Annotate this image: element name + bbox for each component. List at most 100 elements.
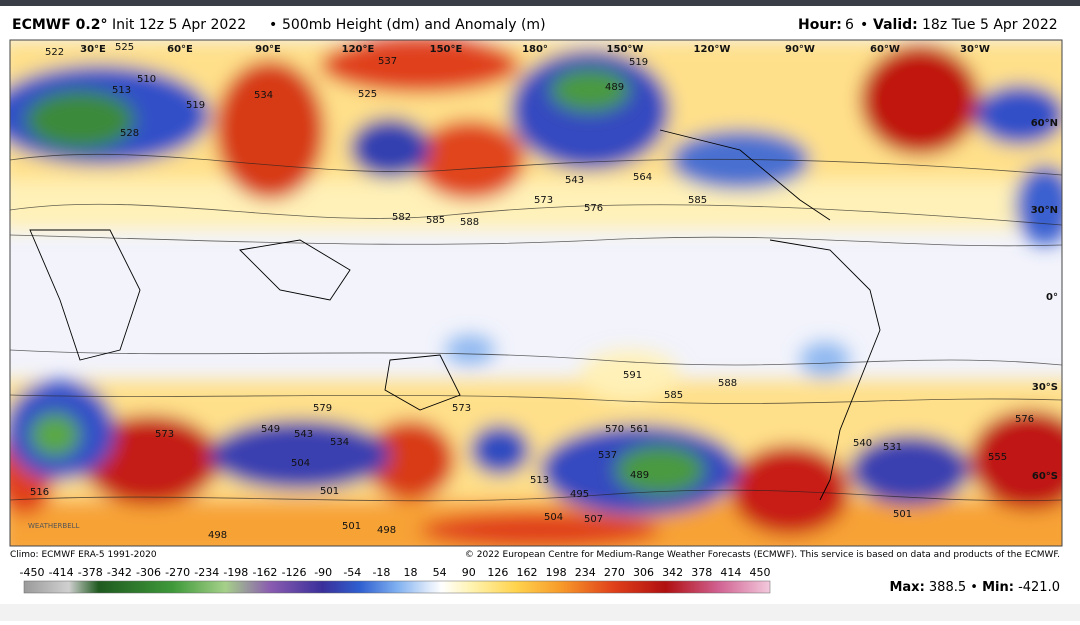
longitude-label: 150°W [607, 44, 644, 55]
longitude-labels: 30°E 60°E 90°E 120°E 150°E 180° 150°W 120°W 90°W… [80, 44, 990, 55]
contour-label: 573 [155, 429, 174, 440]
contour-label: 525 [358, 89, 377, 100]
contour-label: 570 [605, 424, 624, 435]
colorbar-label: 270 [604, 566, 625, 579]
contour-label: 519 [186, 100, 205, 111]
contour-label: 513 [112, 85, 131, 96]
product: 500mb Height (dm) and Anomaly (m) [282, 17, 546, 33]
latitude-label: 0° [1046, 292, 1058, 303]
valid-label: Valid: [873, 17, 918, 33]
contour-label: 498 [208, 530, 227, 541]
contour-label: 549 [261, 424, 280, 435]
colorbar-label: 54 [433, 566, 447, 579]
colorbar-label: -90 [314, 566, 332, 579]
colorbar-label: 198 [546, 566, 567, 579]
contour-label: 588 [718, 378, 737, 389]
longitude-label: 60°W [870, 44, 900, 55]
contour-label: 504 [291, 458, 310, 469]
contour-label: 489 [605, 82, 624, 93]
max: 388.5 [929, 580, 966, 595]
contour-label: 519 [629, 57, 648, 68]
contour-label: 495 [570, 489, 589, 500]
bottom-bar [0, 604, 1080, 621]
colorbar-label: 450 [750, 566, 771, 579]
separator: • [860, 17, 868, 33]
contour-label: 489 [630, 470, 649, 481]
contour-label: 507 [584, 514, 603, 525]
contour-label: 543 [294, 429, 313, 440]
colorbar-label: -450 [20, 566, 45, 579]
contour-label: 537 [378, 56, 397, 67]
contour-label: 534 [330, 437, 349, 448]
contour-label: 531 [883, 442, 902, 453]
colorbar-label: -306 [136, 566, 161, 579]
colorbar-label: -54 [343, 566, 361, 579]
contour-label: 528 [120, 128, 139, 139]
colorbar-label: -162 [252, 566, 277, 579]
contour-label: 582 [392, 212, 411, 223]
latitude-label: 30°N [1031, 205, 1058, 216]
contour-label: 576 [1015, 414, 1034, 425]
contour-label: 585 [426, 215, 445, 226]
colorbar [23, 580, 771, 594]
map: 522 525 537 534 525 510 513 519 528 519 … [10, 40, 1062, 546]
contour-label: 573 [534, 195, 553, 206]
stats: Max: 388.5 • Min: -421.0 [889, 580, 1060, 595]
colorbar-label: -198 [223, 566, 248, 579]
colorbar-label: -234 [194, 566, 219, 579]
min: -421.0 [1018, 580, 1060, 595]
colorbar-label: -18 [372, 566, 390, 579]
contour-label: 588 [460, 217, 479, 228]
colorbar-label: 378 [691, 566, 712, 579]
colorbar-label: 162 [517, 566, 538, 579]
colorbar-labels: -450 -414 -378 -342 -306 -270 -234 -198 -162 -126… [20, 566, 771, 579]
colorbar-label: 90 [462, 566, 476, 579]
header: ECMWF 0.2° Init 12z 5 Apr 2022 • 500mb H… [12, 17, 1058, 33]
contour-label: 579 [313, 403, 332, 414]
model: ECMWF 0.2° [12, 17, 107, 33]
contour-label: 543 [565, 175, 584, 186]
init: Init 12z 5 Apr 2022 [112, 17, 246, 33]
contour-label: 591 [623, 370, 642, 381]
colorbar-label: 126 [487, 566, 508, 579]
longitude-label: 120°E [342, 44, 375, 55]
min-label: Min: [982, 580, 1014, 595]
colorbar-label: 18 [404, 566, 418, 579]
watermark: WEATHERBELL [28, 522, 80, 530]
separator: • [269, 17, 277, 33]
contour-label: 555 [988, 452, 1007, 463]
latitude-labels: 60°N 30°N 0° 30°S 60°S [1031, 118, 1058, 482]
colorbar-label: -378 [78, 566, 103, 579]
longitude-label: 30°W [960, 44, 990, 55]
contour-label: 501 [342, 521, 361, 532]
colorbar-label: -270 [165, 566, 190, 579]
contour-label: 513 [530, 475, 549, 486]
contour-label: 576 [584, 203, 603, 214]
longitude-label: 120°W [694, 44, 731, 55]
longitude-label: 150°E [430, 44, 463, 55]
valid: 18z Tue 5 Apr 2022 [922, 17, 1058, 33]
contour-label: 534 [254, 90, 273, 101]
colorbar-label: -414 [49, 566, 74, 579]
contour-label: 522 [45, 47, 64, 58]
map-frame [9, 39, 1063, 547]
contour-label: 504 [544, 512, 563, 523]
colorbar-label: 342 [662, 566, 683, 579]
colorbar-label: -342 [107, 566, 132, 579]
latitude-label: 30°S [1032, 382, 1058, 393]
contour-label: 540 [853, 438, 872, 449]
colorbar-label: 414 [720, 566, 741, 579]
contour-label: 537 [598, 450, 617, 461]
separator: • [970, 580, 978, 595]
longitude-label: 30°E [80, 44, 106, 55]
copyright: © 2022 European Centre for Medium-Range … [465, 550, 1060, 560]
hour: 6 [845, 17, 854, 33]
contour-label: 585 [688, 195, 707, 206]
contour-label: 561 [630, 424, 649, 435]
colorbar-label: 234 [575, 566, 596, 579]
max-label: Max: [889, 580, 924, 595]
contour-label: 564 [633, 172, 652, 183]
colorbar-label: 306 [633, 566, 654, 579]
contour-label: 516 [30, 487, 49, 498]
